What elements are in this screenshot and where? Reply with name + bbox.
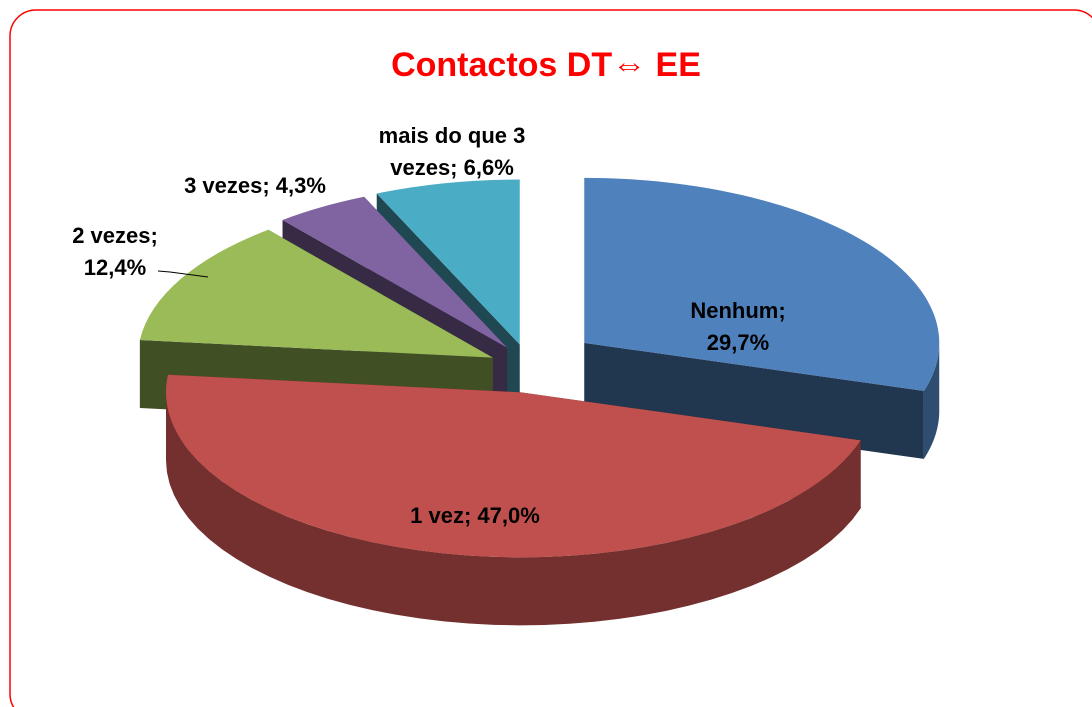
slice-wall [584, 342, 924, 459]
data-label: Nenhum; 29,7% [690, 298, 785, 355]
pie-slice [376, 179, 520, 345]
data-label: 2 vezes; 12,4% [72, 223, 158, 280]
data-label: 1 vez; 47,0% [410, 503, 540, 528]
pie-slice-group [584, 177, 940, 459]
chart-title: Contactos DT⇔ EE [391, 46, 701, 84]
pie-slice [584, 177, 940, 391]
data-label: mais do que 3 vezes; 6,6% [379, 123, 526, 180]
pie-slice-group [166, 374, 861, 626]
pie-slice [282, 196, 508, 348]
pie [139, 177, 940, 626]
slice-side [923, 342, 940, 459]
data-label: 3 vezes; 4,3% [184, 173, 326, 198]
pie-slice [166, 374, 861, 558]
pie-slice [139, 229, 493, 358]
slice-side [166, 392, 861, 626]
leader-line [157, 270, 209, 278]
